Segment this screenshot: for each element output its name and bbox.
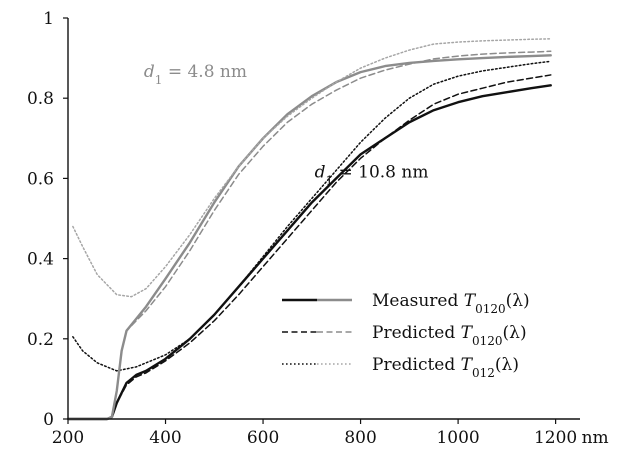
curve-annotation-1: d1 = 10.8 nm [315, 162, 429, 187]
legend-label-1: Predicted T0120(λ) [372, 323, 527, 348]
y-tick-label: 0.2 [27, 330, 54, 350]
curve-annotation-0: d1 = 4.8 nm [144, 62, 247, 87]
series-line-0 [66, 84, 552, 421]
x-tick-label: 600 [247, 428, 279, 448]
series-layer [66, 38, 552, 421]
ticks: 200 400 600 800 1000 1200 nm 0 0.2 0.4 0.6 0.8 1 [27, 9, 609, 448]
y-tick-label: 0.8 [27, 89, 54, 109]
y-tick-label: 0.6 [27, 169, 54, 189]
y-tick-label: 0.4 [27, 250, 54, 270]
x-tick-label: 800 [344, 428, 376, 448]
series-line-1 [111, 74, 552, 418]
series-line-4 [111, 50, 552, 418]
x-tick-label: 1200 [534, 428, 577, 448]
series-line-2 [72, 60, 552, 372]
x-tick-label: 1000 [436, 428, 479, 448]
x-tick-label: 400 [149, 428, 181, 448]
y-tick-label: 0 [43, 410, 54, 430]
y-tick-label: 1 [43, 9, 54, 29]
legend-label-2: Predicted T012(λ) [372, 355, 519, 380]
axes [67, 18, 580, 420]
x-tick-label: 200 [52, 428, 84, 448]
legend-label-0: Measured T0120(λ) [372, 291, 530, 316]
series-line-5 [72, 38, 552, 298]
annotations: d1 = 4.8 nm d1 = 10.8 nm [144, 62, 429, 187]
x-unit-label: nm [582, 428, 609, 448]
legend: Measured T0120(λ) Predicted T0120(λ) Predi… [282, 291, 530, 380]
